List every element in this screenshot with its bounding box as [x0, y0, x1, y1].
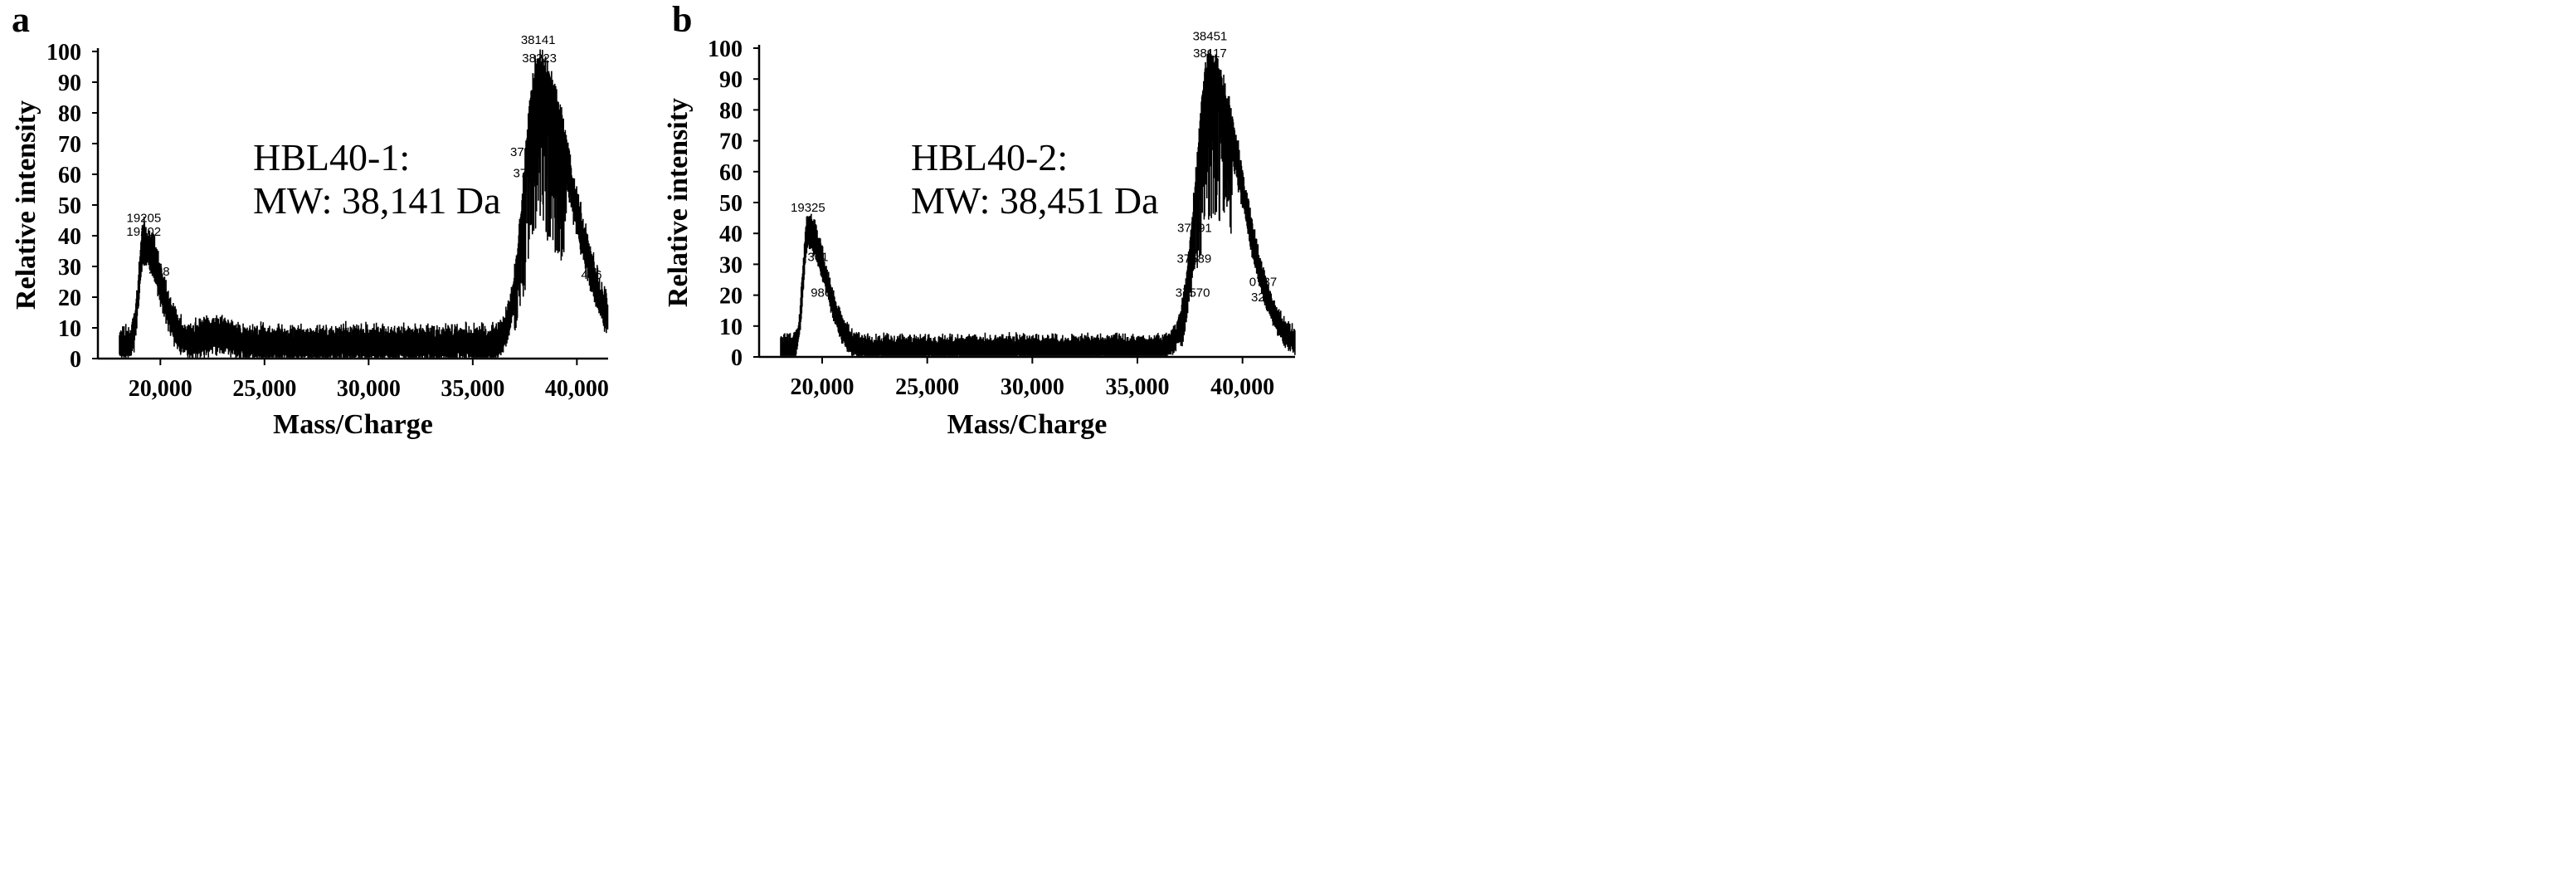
- peak-label: 19202: [126, 225, 161, 239]
- panel-a: a 0 10 20 30 40 50 60 70 80 90 100 20,000 25,000 30,00…: [11, 0, 609, 440]
- x-tick-label: 20,000: [791, 374, 855, 400]
- y-tick-label: 100: [46, 40, 81, 66]
- peak-label: 37589: [1177, 252, 1212, 266]
- y-tick-label: 90: [58, 71, 81, 96]
- spectrum-trace: [119, 49, 609, 358]
- y-tick-label: 60: [719, 160, 743, 186]
- peak-label: 408: [149, 265, 170, 279]
- y-tick-label: 60: [58, 163, 81, 188]
- x-tick-label: 35,000: [1106, 374, 1170, 400]
- y-tick-label: 70: [719, 129, 743, 155]
- peak-label: 37791: [1177, 221, 1212, 235]
- y-tick-label: 70: [58, 132, 81, 158]
- x-tick-label: 35,000: [441, 376, 504, 402]
- y-tick-label: 50: [58, 193, 81, 219]
- peak-label: 377: [510, 145, 531, 159]
- annotation-sample: HBL40-2:: [911, 136, 1068, 178]
- annotation-mw: MW: 38,451 Da: [911, 179, 1159, 222]
- x-tick-label: 20,000: [129, 376, 192, 402]
- y-tick-label: 80: [719, 98, 743, 124]
- peak-label: 301: [807, 251, 828, 265]
- x-tick-label: 30,000: [337, 376, 401, 402]
- y-tick-label: 30: [719, 252, 743, 278]
- y-tick-label: 30: [58, 255, 81, 281]
- panel-label: b: [672, 0, 692, 40]
- y-tick-label: 100: [708, 37, 743, 62]
- y-tick-label: 40: [719, 222, 743, 247]
- y-tick-label: 50: [719, 191, 743, 217]
- annotation-mw: MW: 38,141 Da: [253, 179, 501, 222]
- peak-label: 37: [513, 167, 527, 181]
- peak-label: 38141: [521, 33, 556, 47]
- spectrum-trace: [780, 49, 1296, 356]
- peak-label: 38451: [1193, 30, 1228, 44]
- x-axis-title: Mass/Charge: [947, 409, 1108, 440]
- peak-label: 436: [581, 268, 601, 282]
- peak-label: 986: [811, 286, 831, 300]
- y-tick-label: 20: [58, 286, 81, 311]
- x-tick-label: 40,000: [1210, 374, 1274, 400]
- x-tick-label: 25,000: [895, 374, 959, 400]
- y-tick-label: 10: [719, 315, 743, 340]
- y-tick-label: 90: [719, 67, 743, 93]
- annotation-sample: HBL40-1:: [253, 136, 410, 178]
- y-axis-title: Relative intensity: [663, 98, 694, 307]
- y-tick-label: 10: [58, 316, 81, 342]
- peak-label: 38117: [1193, 46, 1227, 61]
- x-tick-label: 30,000: [1001, 374, 1064, 400]
- y-tick-label: 80: [58, 101, 81, 127]
- peak-label: 0737: [1249, 275, 1277, 289]
- peak-label: 37570: [1176, 286, 1210, 300]
- panel-b: b 0 10 20 30 40 50 60 70 80 90 100 20,000 25,000 30,00…: [663, 0, 1296, 440]
- x-tick-label: 40,000: [545, 376, 609, 402]
- y-axis-title: Relative intensity: [11, 100, 41, 310]
- panel-label: a: [12, 0, 30, 40]
- x-tick-label: 25,000: [232, 376, 296, 402]
- peak-label: 38223: [522, 51, 557, 66]
- y-tick-label: 0: [731, 345, 743, 371]
- peak-label: 327: [1251, 291, 1272, 305]
- peak-label: 19325: [791, 201, 825, 215]
- x-axis-title: Mass/Charge: [273, 409, 433, 440]
- y-tick-label: 0: [70, 347, 81, 373]
- y-tick-label: 20: [719, 284, 743, 310]
- peak-label: 19205: [126, 211, 161, 225]
- y-tick-label: 40: [58, 224, 81, 250]
